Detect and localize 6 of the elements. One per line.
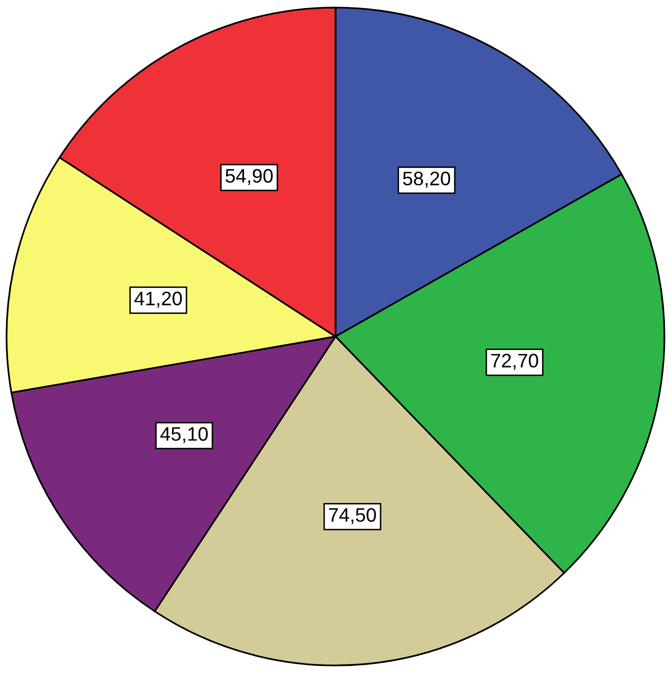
data-label: 54,90 <box>226 168 273 186</box>
data-label: 58,20 <box>403 172 450 188</box>
data-label: 45,10 <box>160 427 208 444</box>
data-label: 72,70 <box>491 354 538 370</box>
data-label: 41,20 <box>134 292 182 308</box>
data-label: 74,50 <box>329 508 376 524</box>
